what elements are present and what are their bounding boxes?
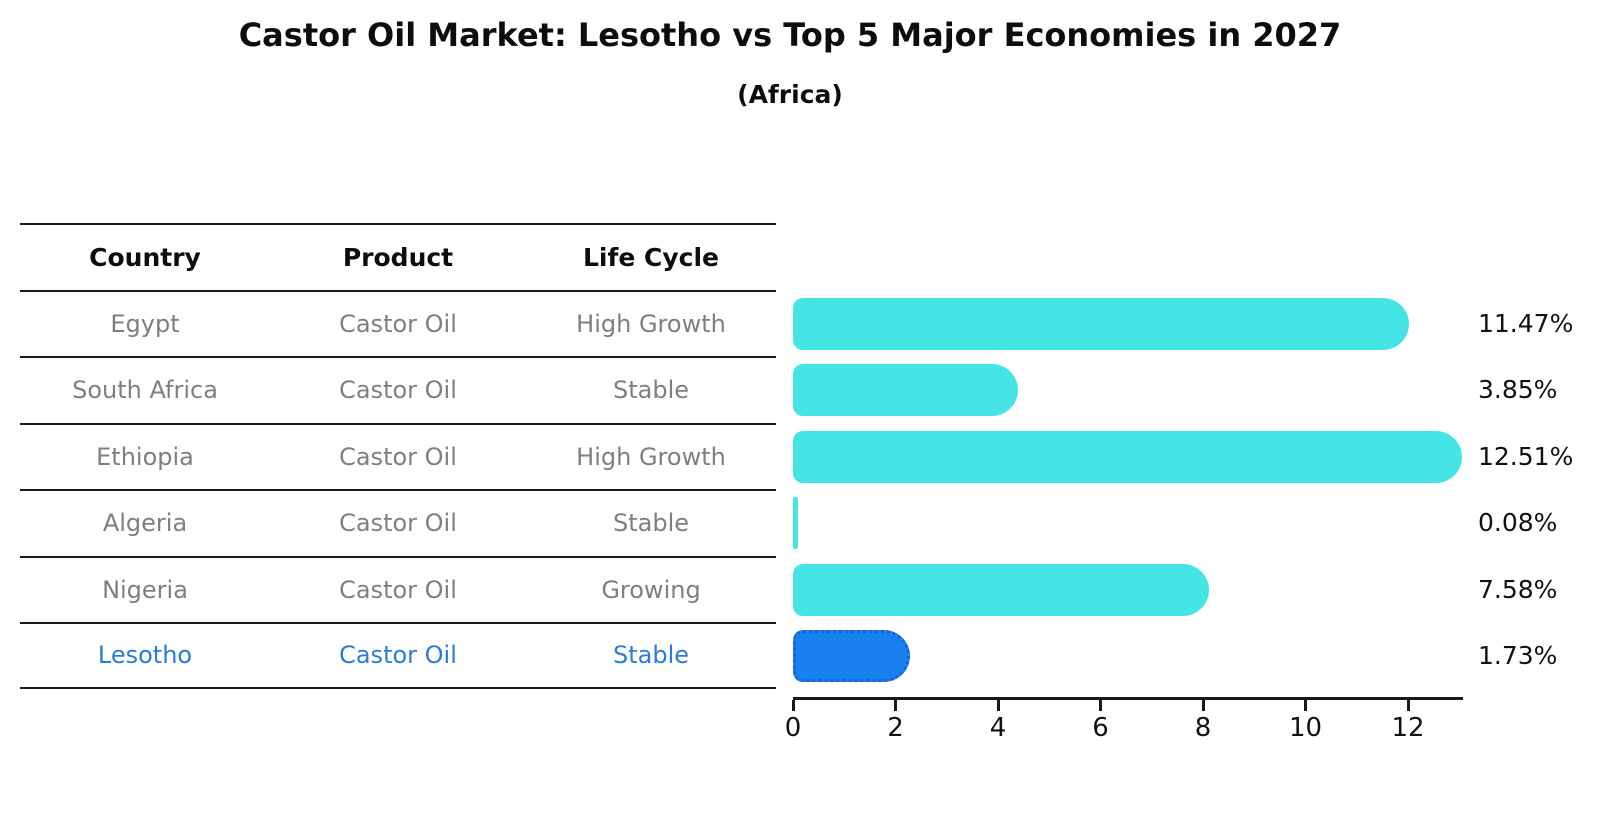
x-tick-mark (791, 700, 795, 711)
cell-life-cycle: High Growth (576, 442, 726, 471)
table-row: Algeria Castor Oil Stable (20, 489, 776, 556)
x-tick-label: 2 (887, 713, 904, 743)
table-row: Egypt Castor Oil High Growth (20, 289, 776, 357)
table-row: Nigeria Castor Oil Growing (20, 555, 776, 623)
table-header-row: Country Product Life Cycle (20, 223, 776, 290)
x-tick-mark (1406, 700, 1410, 711)
country-product-table: Country Product Life Cycle Egypt Castor Oil H… (20, 223, 776, 689)
x-tick-label: 4 (989, 713, 1007, 743)
bar-south-africa (793, 364, 1019, 416)
cell-life-cycle: Growing (601, 575, 701, 604)
x-axis-line (793, 697, 1463, 700)
cell-country: Lesotho (97, 641, 193, 670)
bar-value-label: 3.85% (1478, 375, 1558, 404)
bar-value-label: 11.47% (1478, 308, 1574, 338)
bar-egypt (793, 297, 1409, 350)
cell-product: Castor Oil (339, 509, 457, 538)
x-tick-mark (1201, 700, 1205, 711)
column-header-country: Country (89, 242, 201, 272)
x-tick-mark (894, 700, 897, 711)
x-tick-label: 8 (1194, 713, 1212, 743)
chart-subtitle: (Africa) (737, 80, 843, 109)
cell-product: Castor Oil (339, 309, 457, 338)
x-tick-label: 0 (784, 713, 802, 743)
x-tick-label: 6 (1092, 713, 1109, 743)
x-tick-mark (1099, 700, 1102, 711)
cell-product: Castor Oil (339, 575, 457, 604)
cell-life-cycle: Stable (612, 509, 690, 538)
bar-algeria (793, 497, 798, 549)
bar-value-label: 1.73% (1478, 641, 1558, 670)
bar-value-label: 7.58% (1478, 574, 1558, 604)
x-tick-label: 12 (1391, 713, 1425, 743)
cell-life-cycle: Stable (612, 641, 690, 670)
bar-nigeria (793, 563, 1210, 616)
cell-product: Castor Oil (339, 641, 457, 670)
table-row: Ethiopia Castor Oil High Growth (20, 422, 776, 490)
cell-country: Egypt (110, 309, 180, 338)
chart-title: Castor Oil Market: Lesotho vs Top 5 Majo… (238, 16, 1342, 54)
table-row: South Africa Castor Oil Stable (20, 356, 776, 423)
cell-product: Castor Oil (339, 442, 457, 471)
bar-value-label: 0.08% (1478, 508, 1558, 537)
bar-lesotho (793, 630, 910, 682)
x-tick-label: 10 (1288, 713, 1323, 743)
cell-product: Castor Oil (339, 376, 457, 405)
cell-country: South Africa (72, 376, 218, 405)
cell-life-cycle: Stable (612, 376, 690, 405)
column-header-product: Product (342, 242, 454, 272)
bar-ethiopia (793, 430, 1463, 483)
x-tick-mark (996, 700, 1000, 711)
cell-country: Algeria (102, 509, 188, 538)
column-header-life-cycle: Life Cycle (582, 242, 720, 272)
table-row: Lesotho Castor Oil Stable (20, 622, 776, 689)
x-tick-mark (1304, 700, 1307, 711)
cell-life-cycle: High Growth (576, 309, 726, 338)
cell-country: Nigeria (102, 575, 188, 604)
bar-value-label: 12.51% (1478, 441, 1574, 471)
cell-country: Ethiopia (96, 442, 194, 471)
